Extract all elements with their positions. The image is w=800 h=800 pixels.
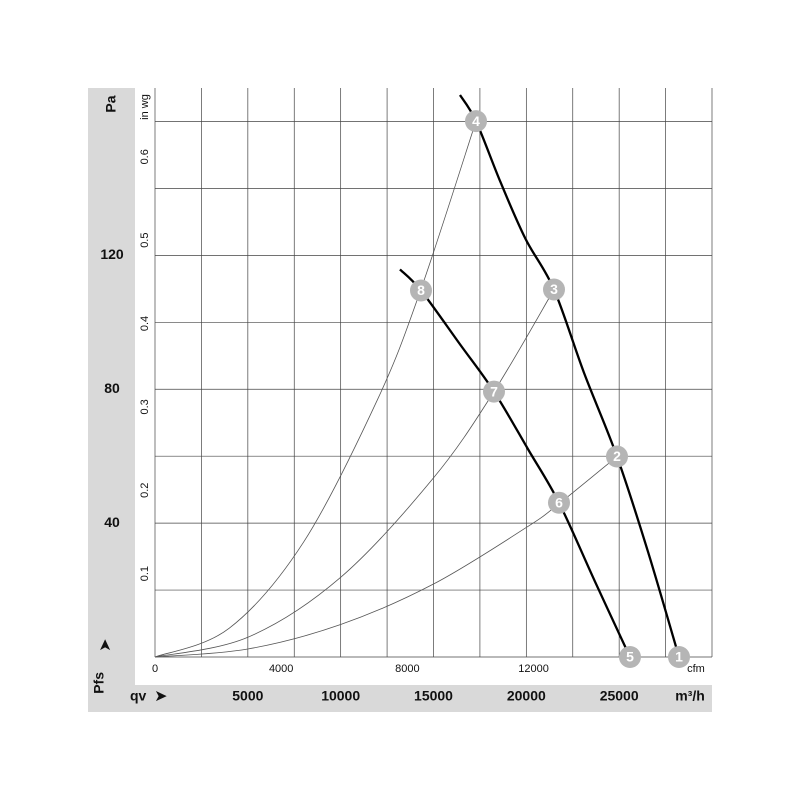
point-label: 7 <box>490 383 498 399</box>
y-symbol: Pfs <box>91 672 107 694</box>
x-band <box>88 685 712 712</box>
point-label: 3 <box>550 281 558 297</box>
x-tick-label: 5000 <box>232 688 263 704</box>
fan-curve <box>399 268 632 658</box>
operating-point <box>542 278 565 301</box>
system-curve <box>154 289 555 658</box>
operating-point <box>409 279 432 302</box>
y2-tick-label: 0.1 <box>139 566 151 581</box>
point-label: 5 <box>626 649 634 665</box>
operating-point <box>605 445 628 468</box>
y2-tick-label: 0.4 <box>139 316 151 331</box>
y-label: Pa <box>103 95 119 112</box>
y-band <box>88 88 135 685</box>
y2-tick-label: 0.2 <box>139 483 151 498</box>
x-label: m³/h <box>675 688 705 704</box>
y2-label: in wg <box>139 94 151 120</box>
point-label: 6 <box>555 494 563 510</box>
operating-point <box>618 646 641 668</box>
point-label: 8 <box>417 282 425 298</box>
y-tick-label: 40 <box>104 514 120 530</box>
fan-curve <box>459 94 681 658</box>
system-curve <box>154 456 618 658</box>
point-label: 4 <box>472 113 480 129</box>
point-label: 1 <box>675 649 683 665</box>
y-arrow: ➤ <box>97 639 113 651</box>
x-tick-label: 15000 <box>414 688 453 704</box>
y2-tick-label: 0.5 <box>139 233 151 248</box>
x-tick-label: 10000 <box>321 688 360 704</box>
x2-tick-label: 4000 <box>269 663 293 675</box>
x-tick-label: 20000 <box>507 688 546 704</box>
operating-point <box>482 380 505 403</box>
operating-point <box>547 491 570 514</box>
y-tick-label: 120 <box>100 246 124 262</box>
x-symbol: qv <box>130 688 147 704</box>
x2-tick-label: 12000 <box>518 663 549 675</box>
system-curve <box>154 121 477 658</box>
x-arrow: ➤ <box>155 688 167 704</box>
y2-tick-label: 0.3 <box>139 399 151 414</box>
x2-label: cfm <box>687 663 705 675</box>
point-label: 2 <box>613 448 621 464</box>
operating-point <box>667 646 690 668</box>
x-tick-label: 25000 <box>600 688 639 704</box>
y2-tick-label: 0.6 <box>139 149 151 164</box>
y-tick-label: 80 <box>104 380 120 396</box>
x2-tick-label: 8000 <box>395 663 419 675</box>
x2-tick-label: 0 <box>152 663 158 675</box>
operating-point <box>464 110 487 133</box>
